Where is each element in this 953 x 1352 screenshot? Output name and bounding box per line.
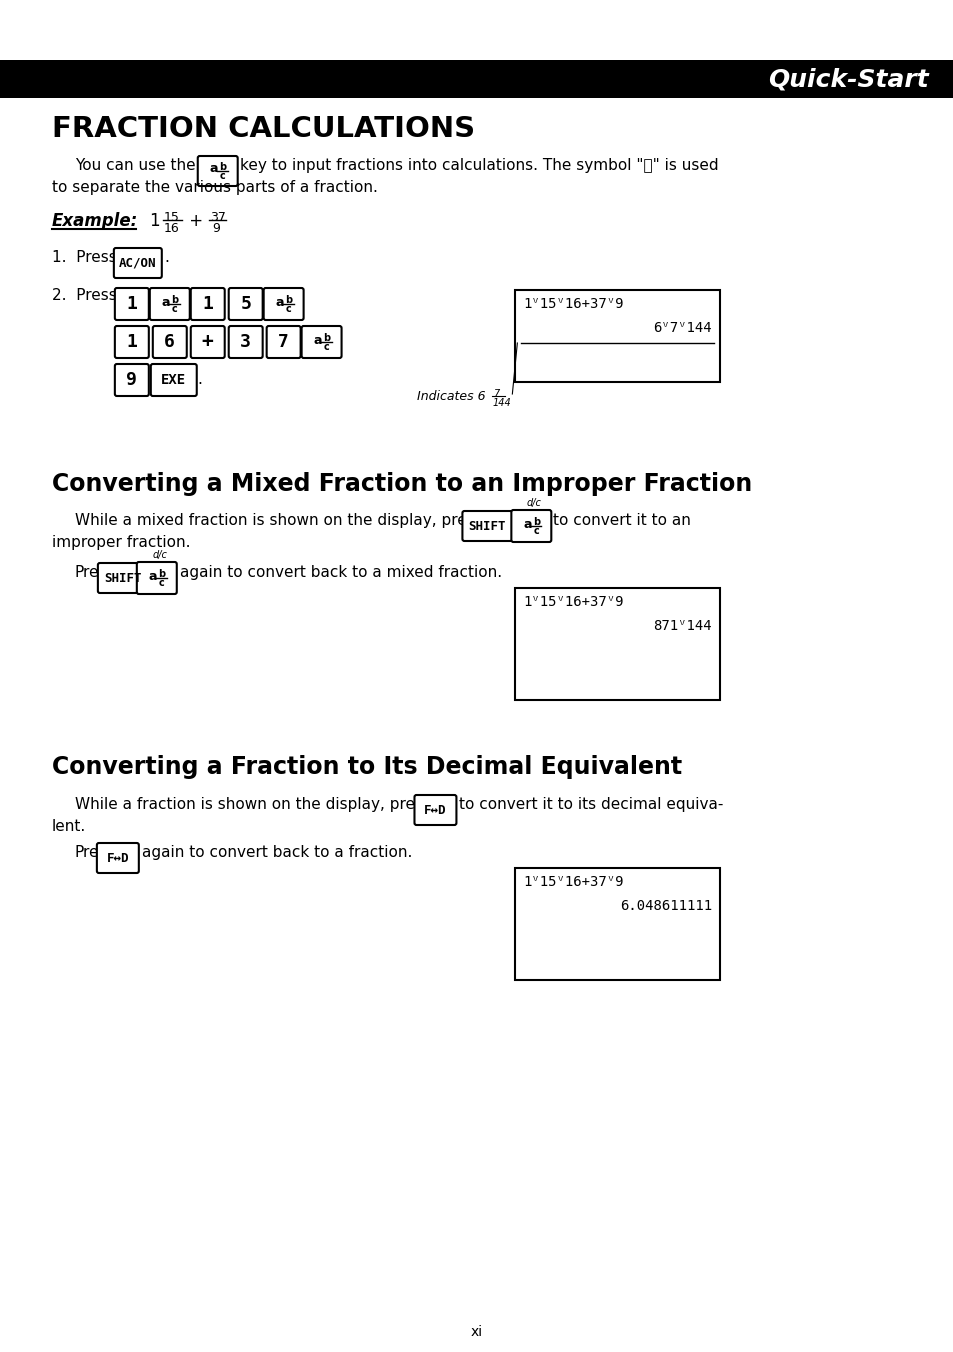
FancyBboxPatch shape bbox=[229, 288, 262, 320]
Text: b: b bbox=[532, 516, 539, 527]
Text: to separate the various parts of a fraction.: to separate the various parts of a fract… bbox=[51, 180, 377, 195]
Text: 5: 5 bbox=[240, 295, 251, 314]
Text: While a mixed fraction is shown on the display, press: While a mixed fraction is shown on the d… bbox=[75, 512, 482, 529]
Text: a: a bbox=[161, 296, 170, 308]
FancyBboxPatch shape bbox=[114, 364, 149, 396]
Text: 15: 15 bbox=[164, 211, 179, 224]
FancyBboxPatch shape bbox=[136, 562, 176, 594]
FancyBboxPatch shape bbox=[301, 326, 341, 358]
FancyBboxPatch shape bbox=[191, 288, 225, 320]
Text: b: b bbox=[219, 162, 226, 172]
Text: You can use the: You can use the bbox=[75, 158, 195, 173]
Bar bbox=[515, 588, 720, 700]
Text: 1ⱽ15ⱽ16+37ⱽ9: 1ⱽ15ⱽ16+37ⱽ9 bbox=[523, 297, 623, 311]
Bar bbox=[0, 59, 952, 97]
Text: xi: xi bbox=[470, 1325, 482, 1338]
FancyBboxPatch shape bbox=[152, 326, 187, 358]
FancyBboxPatch shape bbox=[462, 511, 512, 541]
Text: 6: 6 bbox=[164, 333, 175, 352]
FancyBboxPatch shape bbox=[511, 510, 551, 542]
Text: F↔D: F↔D bbox=[107, 852, 129, 864]
Text: a: a bbox=[522, 518, 531, 530]
Text: AC/ON: AC/ON bbox=[119, 257, 156, 269]
Text: 871ⱽ144: 871ⱽ144 bbox=[653, 619, 711, 633]
Text: key to input fractions into calculations. The symbol "⌓" is used: key to input fractions into calculations… bbox=[239, 158, 718, 173]
Text: 7: 7 bbox=[493, 389, 499, 399]
Bar bbox=[515, 289, 720, 383]
Text: 37: 37 bbox=[210, 211, 225, 224]
FancyBboxPatch shape bbox=[151, 364, 196, 396]
Text: FRACTION CALCULATIONS: FRACTION CALCULATIONS bbox=[51, 115, 475, 143]
Text: a: a bbox=[275, 296, 284, 308]
Text: 16: 16 bbox=[164, 222, 179, 235]
Text: b: b bbox=[285, 295, 292, 306]
Text: Press: Press bbox=[75, 845, 115, 860]
Text: again to convert back to a fraction.: again to convert back to a fraction. bbox=[142, 845, 412, 860]
FancyBboxPatch shape bbox=[97, 844, 139, 873]
Text: 6ⱽ7ⱽ144: 6ⱽ7ⱽ144 bbox=[653, 320, 711, 335]
Text: 7: 7 bbox=[278, 333, 289, 352]
Text: a: a bbox=[313, 334, 321, 346]
Text: 1ⱽ15ⱽ16+37ⱽ9: 1ⱽ15ⱽ16+37ⱽ9 bbox=[523, 875, 623, 890]
Text: 3: 3 bbox=[240, 333, 251, 352]
Text: improper fraction.: improper fraction. bbox=[51, 535, 191, 550]
Bar bbox=[515, 868, 720, 980]
FancyBboxPatch shape bbox=[263, 288, 303, 320]
Text: 1: 1 bbox=[126, 295, 137, 314]
Text: .: . bbox=[197, 373, 202, 388]
Text: c: c bbox=[286, 304, 292, 314]
FancyBboxPatch shape bbox=[150, 288, 190, 320]
Text: a: a bbox=[149, 569, 157, 583]
Text: 144: 144 bbox=[492, 397, 511, 408]
Text: +: + bbox=[202, 333, 213, 352]
Text: 6.048611111: 6.048611111 bbox=[619, 899, 711, 913]
Text: .: . bbox=[165, 250, 170, 265]
Text: c: c bbox=[533, 526, 538, 535]
Text: Converting a Fraction to Its Decimal Equivalent: Converting a Fraction to Its Decimal Equ… bbox=[51, 754, 681, 779]
Text: b: b bbox=[171, 295, 178, 306]
Text: +: + bbox=[184, 212, 208, 230]
Text: 1.  Press: 1. Press bbox=[51, 250, 116, 265]
Text: c: c bbox=[219, 170, 225, 181]
FancyBboxPatch shape bbox=[113, 247, 162, 279]
Text: c: c bbox=[159, 579, 165, 588]
Text: lent.: lent. bbox=[51, 819, 86, 834]
Text: 1ⱽ15ⱽ16+37ⱽ9: 1ⱽ15ⱽ16+37ⱽ9 bbox=[523, 595, 623, 608]
FancyBboxPatch shape bbox=[414, 795, 456, 825]
Text: to convert it to an: to convert it to an bbox=[553, 512, 691, 529]
Text: Converting a Mixed Fraction to an Improper Fraction: Converting a Mixed Fraction to an Improp… bbox=[51, 472, 751, 496]
Text: d/c: d/c bbox=[526, 498, 541, 508]
Text: 1: 1 bbox=[150, 212, 166, 230]
Text: to convert it to its decimal equiva-: to convert it to its decimal equiva- bbox=[459, 796, 723, 813]
Text: F↔D: F↔D bbox=[424, 803, 446, 817]
Text: SHIFT: SHIFT bbox=[468, 519, 506, 533]
Text: EXE: EXE bbox=[161, 373, 186, 387]
FancyBboxPatch shape bbox=[114, 326, 149, 358]
Text: d/c: d/c bbox=[152, 550, 167, 560]
Text: While a fraction is shown on the display, press: While a fraction is shown on the display… bbox=[75, 796, 431, 813]
Text: 2.  Press: 2. Press bbox=[51, 288, 116, 303]
Text: b: b bbox=[323, 333, 330, 343]
FancyBboxPatch shape bbox=[229, 326, 262, 358]
Text: b: b bbox=[158, 569, 165, 579]
Text: 9: 9 bbox=[126, 370, 137, 389]
Text: Press: Press bbox=[75, 565, 115, 580]
Text: 1: 1 bbox=[202, 295, 213, 314]
Text: c: c bbox=[323, 342, 329, 352]
FancyBboxPatch shape bbox=[267, 326, 300, 358]
Text: Quick-Start: Quick-Start bbox=[767, 68, 928, 92]
FancyBboxPatch shape bbox=[114, 288, 149, 320]
Text: c: c bbox=[172, 304, 177, 314]
Text: SHIFT: SHIFT bbox=[104, 572, 141, 584]
Text: again to convert back to a mixed fraction.: again to convert back to a mixed fractio… bbox=[179, 565, 501, 580]
Text: 9: 9 bbox=[213, 222, 220, 235]
FancyBboxPatch shape bbox=[191, 326, 225, 358]
Text: a: a bbox=[210, 162, 217, 176]
Text: Indicates 6: Indicates 6 bbox=[417, 389, 486, 403]
FancyBboxPatch shape bbox=[98, 562, 148, 594]
FancyBboxPatch shape bbox=[197, 155, 237, 187]
Text: 1: 1 bbox=[126, 333, 137, 352]
Text: Example:: Example: bbox=[51, 212, 138, 230]
